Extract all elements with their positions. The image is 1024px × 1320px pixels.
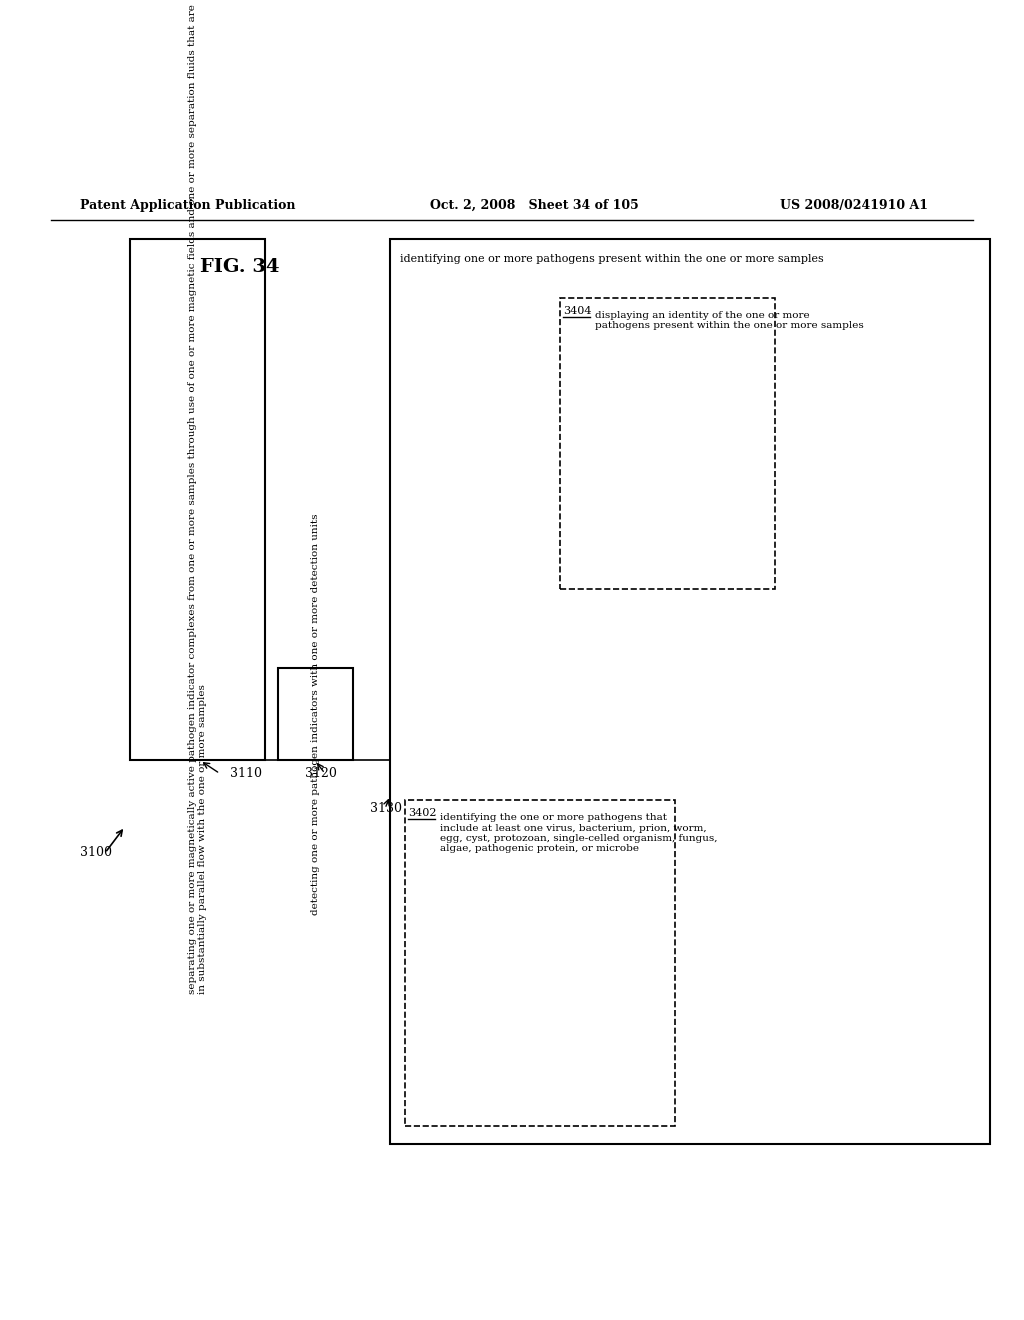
Text: US 2008/0241910 A1: US 2008/0241910 A1: [780, 199, 928, 211]
Text: 3130: 3130: [370, 803, 402, 816]
FancyBboxPatch shape: [278, 668, 353, 760]
Text: 3120: 3120: [305, 767, 337, 780]
Text: 3404: 3404: [563, 306, 592, 315]
Text: detecting one or more pathogen indicators with one or more detection units: detecting one or more pathogen indicator…: [311, 513, 319, 915]
FancyBboxPatch shape: [390, 239, 990, 1143]
Text: identifying one or more pathogens present within the one or more samples: identifying one or more pathogens presen…: [400, 253, 823, 264]
FancyBboxPatch shape: [130, 239, 265, 760]
Text: displaying an identity of the one or more
pathogens present within the one or mo: displaying an identity of the one or mor…: [595, 312, 864, 330]
Text: 3100: 3100: [80, 846, 112, 859]
Text: Patent Application Publication: Patent Application Publication: [80, 199, 296, 211]
Text: identifying the one or more pathogens that
include at least one virus, bacterium: identifying the one or more pathogens th…: [440, 813, 718, 854]
Text: 3402: 3402: [408, 808, 436, 818]
Text: Oct. 2, 2008   Sheet 34 of 105: Oct. 2, 2008 Sheet 34 of 105: [430, 199, 639, 211]
Text: 3110: 3110: [230, 767, 262, 780]
FancyBboxPatch shape: [406, 800, 675, 1126]
Text: FIG. 34: FIG. 34: [200, 257, 280, 276]
FancyBboxPatch shape: [560, 298, 775, 589]
Text: separating one or more magnetically active pathogen indicator complexes from one: separating one or more magnetically acti…: [187, 4, 207, 994]
